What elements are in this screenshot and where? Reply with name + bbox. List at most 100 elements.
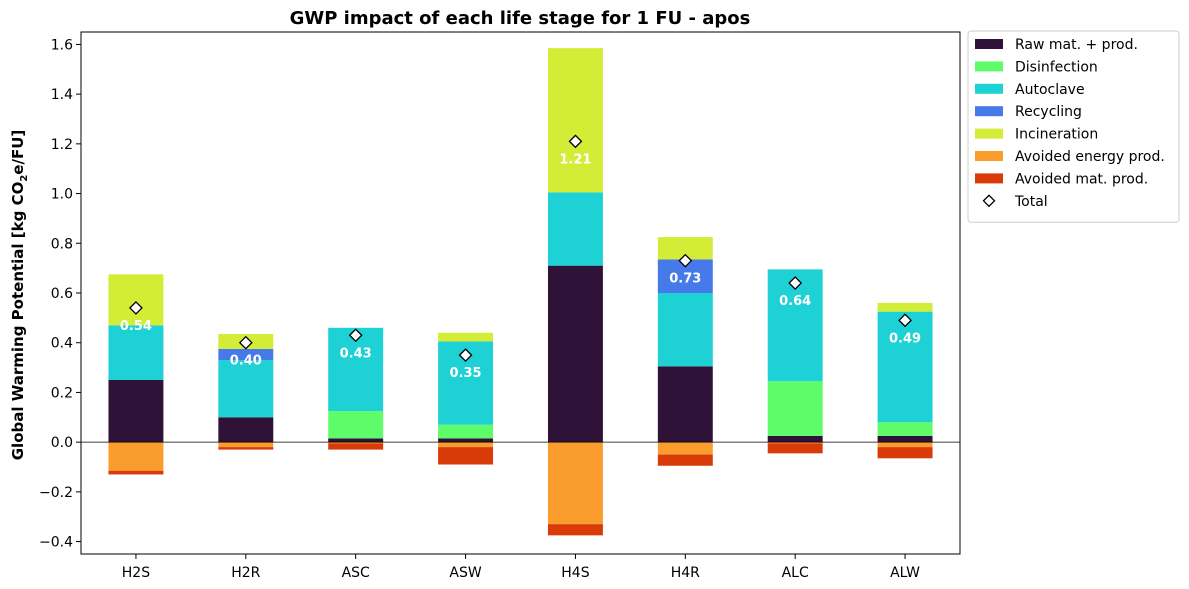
legend-swatch xyxy=(975,128,1003,139)
legend-frame xyxy=(967,30,1180,223)
bar-segment-alw-s1 xyxy=(877,422,933,436)
bar-segment-h2s-s6 xyxy=(108,470,164,475)
legend-label: Disinfection xyxy=(1015,59,1098,75)
total-marker-h2r xyxy=(238,335,253,350)
bar-segment-asc-s5 xyxy=(328,442,384,444)
legend-total-marker xyxy=(982,194,996,208)
y-tick-label: 1.6 xyxy=(51,37,73,53)
bar-segment-h4r-s0 xyxy=(657,366,713,443)
y-axis-label-subscript: 2 xyxy=(19,175,30,182)
total-marker-h2s xyxy=(129,300,143,315)
bar-segment-alw-s6 xyxy=(877,447,933,459)
x-tick-label-alc: ALC xyxy=(782,565,809,581)
bar-segment-asc-s6 xyxy=(328,443,384,450)
bar-segment-asw-s0 xyxy=(438,438,494,443)
y-tick-label: 1.0 xyxy=(51,187,73,203)
y-tick-label: 0.8 xyxy=(51,236,73,252)
x-tick-label-h2s: H2S xyxy=(122,565,150,581)
total-label-h2r: 0.40 xyxy=(230,354,262,369)
legend-swatch xyxy=(975,61,1003,72)
total-marker-asw xyxy=(458,348,473,363)
bar-segment-alc-s6 xyxy=(767,443,823,454)
bars-layer xyxy=(108,48,933,536)
bar-segment-asw-s5 xyxy=(438,442,494,448)
total-label-alc: 0.64 xyxy=(779,294,811,309)
y-tick-label: −0.2 xyxy=(39,485,73,501)
total-label-h4s: 1.21 xyxy=(559,152,591,167)
legend-swatch xyxy=(975,106,1003,117)
legend-swatch xyxy=(975,83,1003,94)
legend-swatch xyxy=(975,173,1003,184)
y-tick-label: 1.2 xyxy=(51,137,73,153)
total-label-alw: 0.49 xyxy=(889,331,921,346)
legend-label: Avoided mat. prod. xyxy=(1015,171,1148,187)
x-tick-label-asc: ASC xyxy=(342,565,370,581)
bar-segment-h4r-s2 xyxy=(657,293,713,367)
bar-segment-alw-s2 xyxy=(877,311,933,423)
bar-segment-alc-s5 xyxy=(767,442,823,444)
total-marker-alw xyxy=(898,313,912,328)
bar-segment-asw-s1 xyxy=(438,424,494,439)
bar-segment-asw-s4 xyxy=(438,332,494,342)
bar-segment-h4s-s0 xyxy=(547,265,603,443)
bar-segment-alw-s0 xyxy=(877,435,933,443)
bar-segment-asw-s6 xyxy=(438,447,494,465)
total-marker-h4s xyxy=(568,134,583,149)
y-axis-label: Global Warming Potential [kg CO2e/FU] xyxy=(9,130,30,461)
bar-segment-h2s-s0 xyxy=(108,380,164,443)
y-axis-label-prefix: Global Warming Potential [kg CO xyxy=(9,182,27,461)
legend-label: Autoclave xyxy=(1015,82,1085,98)
x-tick-label-h4r: H4R xyxy=(671,565,700,581)
y-tick-label: 0.0 xyxy=(51,435,73,451)
x-axis: H2S H2R ASC ASW H4S H4R ALC ALW xyxy=(122,554,920,581)
x-tick-label-alw: ALW xyxy=(890,565,920,581)
y-tick-label: 0.2 xyxy=(51,385,73,401)
legend-label: Incineration xyxy=(1015,127,1098,143)
bar-segment-asc-s0 xyxy=(328,438,384,443)
legend-label: Recycling xyxy=(1015,104,1082,120)
x-tick-label-asw: ASW xyxy=(449,565,481,581)
bar-segment-alc-s0 xyxy=(767,435,823,443)
y-tick-label: 0.6 xyxy=(51,286,73,302)
bar-segment-h4r-s5 xyxy=(657,442,713,455)
bar-segment-h2s-s4 xyxy=(108,274,164,326)
bar-segment-alw-s4 xyxy=(877,302,933,312)
total-marker-alc xyxy=(788,276,803,290)
y-tick-label: 0.4 xyxy=(51,336,73,352)
bar-segment-h2r-s2 xyxy=(218,360,274,418)
bar-segment-h4s-s2 xyxy=(547,192,603,266)
bar-segment-h4s-s5 xyxy=(547,442,603,525)
bar-segment-asc-s1 xyxy=(328,411,384,439)
y-tick-label: −0.4 xyxy=(39,535,73,551)
y-axis: −0.4 −0.2 0.0 0.2 0.4 0.6 0.8 1.0 1.2 1.4 1.6 xyxy=(39,37,81,551)
total-label-h2s: 0.54 xyxy=(120,319,152,334)
bar-segment-h2r-s6 xyxy=(218,447,274,450)
x-tick-label-h2r: H2R xyxy=(231,565,260,581)
bar-segment-h2s-s2 xyxy=(108,325,164,380)
totals-layer: 0.54 0.40 0.43 0.35 1.21 0.73 0.64 0.49 xyxy=(120,134,921,381)
chart-title: GWP impact of each life stage for 1 FU -… xyxy=(290,8,751,29)
bar-segment-h2r-s3 xyxy=(218,348,274,361)
x-tick-label-h4s: H4S xyxy=(561,565,589,581)
plot-frame xyxy=(80,31,961,555)
bar-segment-h4s-s6 xyxy=(547,524,603,536)
y-tick-label: 1.4 xyxy=(51,87,73,103)
legend-label: Avoided energy prod. xyxy=(1015,149,1165,165)
legend-swatch xyxy=(975,39,1003,49)
total-label-asc: 0.43 xyxy=(340,346,372,361)
total-marker-h4r xyxy=(678,253,693,268)
bar-segment-alc-s1 xyxy=(767,381,823,436)
legend: Raw mat. + prod. Disinfection Autoclave Rec… xyxy=(967,30,1180,223)
total-label-asw: 0.35 xyxy=(450,366,482,381)
legend-swatch xyxy=(975,151,1003,161)
legend-label-total: Total xyxy=(1014,194,1048,210)
bar-segment-h4s-s4 xyxy=(547,48,603,193)
total-marker-asc xyxy=(348,328,363,343)
y-axis-label-suffix: e/FU] xyxy=(9,130,27,175)
bar-segment-h2s-s5 xyxy=(108,442,164,471)
bar-segment-h4r-s6 xyxy=(657,454,713,466)
bar-segment-h4r-s4 xyxy=(657,237,713,260)
bar-segment-alw-s5 xyxy=(877,442,933,448)
legend-label: Raw mat. + prod. xyxy=(1015,37,1138,53)
